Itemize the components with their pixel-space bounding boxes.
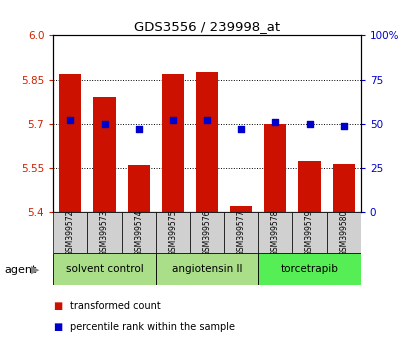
Text: ▶: ▶ — [31, 265, 39, 275]
Text: ■: ■ — [53, 322, 63, 332]
Bar — [258, 253, 360, 285]
Bar — [155, 253, 258, 285]
Title: GDS3556 / 239998_at: GDS3556 / 239998_at — [134, 20, 279, 33]
Bar — [332, 164, 354, 212]
Bar — [162, 74, 184, 212]
Text: GSM399573: GSM399573 — [100, 210, 109, 256]
Point — [237, 126, 244, 132]
Text: GSM399578: GSM399578 — [270, 210, 279, 256]
Text: GSM399574: GSM399574 — [134, 210, 143, 256]
Point — [306, 121, 312, 127]
Bar — [326, 212, 360, 253]
Point — [272, 119, 278, 125]
Bar — [53, 212, 87, 253]
Bar — [196, 72, 218, 212]
Text: solvent control: solvent control — [65, 264, 143, 274]
Text: angiotensin II: angiotensin II — [171, 264, 242, 274]
Text: ■: ■ — [53, 301, 63, 311]
Point — [339, 123, 346, 129]
Bar — [298, 161, 320, 212]
Bar — [189, 212, 224, 253]
Text: GSM399580: GSM399580 — [338, 210, 347, 256]
Text: GSM399572: GSM399572 — [66, 210, 75, 256]
Bar — [155, 212, 189, 253]
Point — [101, 121, 108, 127]
Text: transformed count: transformed count — [70, 301, 160, 311]
Point — [135, 126, 142, 132]
Point — [67, 118, 74, 123]
Bar — [127, 165, 149, 212]
Bar — [87, 212, 121, 253]
Bar — [224, 212, 258, 253]
Text: GSM399579: GSM399579 — [304, 210, 313, 256]
Text: GSM399576: GSM399576 — [202, 210, 211, 256]
Text: percentile rank within the sample: percentile rank within the sample — [70, 322, 234, 332]
Bar — [53, 253, 155, 285]
Point — [169, 118, 176, 123]
Text: GSM399575: GSM399575 — [168, 210, 177, 256]
Bar — [121, 212, 155, 253]
Bar — [258, 212, 292, 253]
Bar — [229, 206, 252, 212]
Text: torcetrapib: torcetrapib — [280, 264, 338, 274]
Bar — [292, 212, 326, 253]
Point — [203, 118, 210, 123]
Bar — [93, 97, 115, 212]
Text: agent: agent — [4, 265, 36, 275]
Bar — [264, 124, 286, 212]
Text: GSM399577: GSM399577 — [236, 210, 245, 256]
Bar — [59, 74, 81, 212]
